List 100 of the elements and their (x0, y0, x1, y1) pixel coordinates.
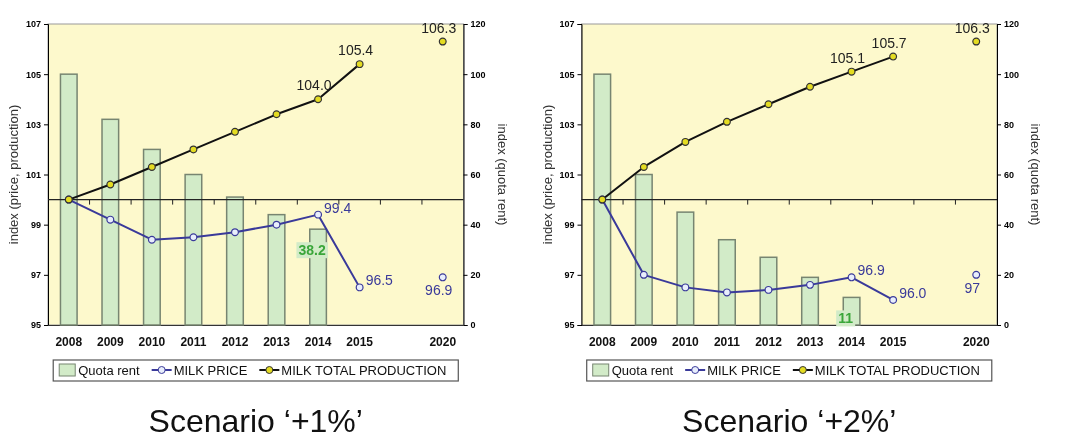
y2-tick-label: 120 (1004, 19, 1020, 30)
point (806, 82, 815, 91)
x-tick-label: 2008 (588, 334, 616, 349)
x-tick-label: 2020 (429, 334, 457, 349)
point (272, 220, 281, 229)
data-label: 105.7 (871, 34, 907, 51)
point (639, 270, 648, 279)
y-tick-label: 103 (559, 119, 575, 130)
y2-tick-label: 80 (470, 119, 481, 130)
bar (184, 173, 203, 326)
bar (142, 148, 161, 326)
y2-tick-label: 20 (1004, 270, 1015, 281)
point (438, 273, 447, 282)
x-tick-label: 2012 (221, 334, 249, 349)
data-label: 105.4 (338, 42, 374, 59)
bar (225, 196, 245, 326)
point (889, 52, 898, 61)
x-tick-label: 2020 (962, 334, 990, 349)
point (272, 110, 281, 119)
x-tick-label: 2010 (138, 334, 166, 349)
y-tick-label: 107 (559, 19, 575, 30)
bar (101, 118, 120, 326)
point (972, 37, 981, 46)
point (889, 295, 898, 304)
y2-tick-label: 0 (470, 320, 476, 331)
y2-axis-title: index (quota rent) (1028, 123, 1043, 226)
bar (800, 276, 820, 326)
y-tick-label: 99 (30, 220, 41, 231)
point (106, 180, 115, 189)
y-tick-label: 97 (30, 270, 41, 281)
x-tick-label: 2011 (180, 334, 207, 349)
data-label: 106.3 (421, 19, 457, 36)
y-tick-label: 97 (564, 270, 575, 281)
legend-label: Quota rent (78, 363, 141, 378)
bar (267, 213, 286, 326)
point (230, 127, 239, 136)
point (764, 285, 773, 294)
point (847, 67, 856, 76)
x-tick-label: 2011 (713, 334, 741, 349)
x-tick-label: 2009 (630, 334, 658, 349)
y2-tick-label: 60 (470, 169, 481, 180)
point (806, 280, 815, 289)
data-label: 105.1 (830, 49, 866, 66)
x-tick-label: 2013 (796, 334, 824, 349)
y-tick-label: 105 (25, 69, 41, 80)
data-label: 96.0 (899, 284, 927, 301)
y2-axis-title: index (quota rent) (494, 123, 510, 226)
y-tick-label: 105 (559, 69, 575, 80)
y-tick-label: 99 (564, 220, 575, 231)
data-label: 96.9 (425, 282, 453, 299)
point (355, 60, 364, 69)
point (355, 283, 364, 292)
point (681, 283, 690, 292)
point (722, 117, 731, 126)
bar (634, 173, 653, 326)
point (147, 163, 156, 171)
legend-label: MILK TOTAL PRODUCTION (281, 363, 447, 378)
bar (717, 238, 736, 326)
y-tick-label: 95 (564, 320, 575, 331)
y-tick-label: 107 (25, 19, 41, 30)
legend-label: Quota rent (611, 363, 674, 378)
point (972, 270, 981, 279)
x-tick-label: 2013 (263, 334, 291, 349)
bar (59, 73, 78, 326)
bar (676, 211, 695, 326)
y2-tick-label: 80 (1004, 119, 1015, 130)
data-label: 106.3 (954, 19, 990, 36)
data-label: 96.9 (857, 262, 886, 279)
y-tick-label: 95 (30, 320, 41, 331)
legend-label: MILK PRICE (707, 363, 782, 378)
point (230, 228, 239, 237)
data-label: 38.2 (298, 242, 326, 259)
point (189, 145, 198, 154)
y2-tick-label: 100 (470, 69, 486, 80)
legend-label: MILK TOTAL PRODUCTION (814, 363, 980, 378)
y2-tick-label: 40 (470, 220, 481, 231)
bar (759, 256, 778, 326)
data-label: 99.4 (324, 199, 352, 216)
y-axis-title: index (price, production) (539, 104, 555, 245)
x-tick-label: 2014 (838, 334, 866, 349)
x-tick-label: 2010 (672, 334, 700, 349)
text: Scenario ‘+2%’ (682, 403, 897, 439)
legend-label: MILK PRICE (173, 363, 248, 378)
x-tick-label: 2008 (55, 334, 83, 349)
point (681, 137, 690, 146)
bar (593, 73, 612, 326)
data-label: 97 (964, 279, 981, 296)
point (314, 210, 323, 219)
y-axis-title: index (price, production) (6, 104, 21, 245)
data-label: 104.0 (296, 77, 332, 94)
x-tick-label: 2012 (755, 334, 783, 349)
y-tick-label: 101 (25, 169, 41, 180)
text: Scenario ‘+1%’ (148, 403, 363, 439)
y2-tick-label: 60 (1004, 169, 1015, 180)
y-tick-label: 101 (559, 169, 575, 180)
x-tick-label: 2009 (96, 334, 124, 349)
point (847, 273, 856, 282)
point (438, 37, 447, 46)
point (722, 288, 731, 297)
y2-tick-label: 120 (470, 19, 486, 30)
